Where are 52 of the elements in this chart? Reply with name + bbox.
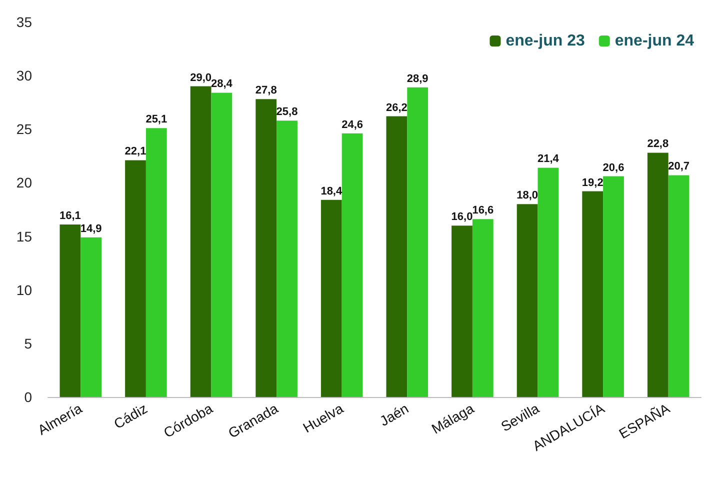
legend-label: ene-jun 23 [506, 32, 585, 50]
data-label: 27,8 [255, 84, 277, 97]
y-tick-label: 35 [16, 14, 32, 30]
data-label: 22,1 [124, 146, 146, 158]
y-tick-label: 25 [16, 121, 32, 138]
bar [516, 204, 538, 397]
data-label: 18,0 [516, 190, 538, 202]
data-label: 26,2 [386, 102, 408, 114]
y-tick-label: 10 [16, 282, 32, 298]
data-label: 25,1 [146, 114, 168, 126]
legend-label: ene-jun 24 [614, 32, 694, 50]
y-tick-label: 15 [16, 228, 32, 244]
bar [647, 152, 668, 397]
y-tick-label: 0 [24, 389, 32, 405]
y-tick-label: 30 [16, 68, 32, 84]
data-label: 28,9 [406, 72, 428, 85]
bar [386, 116, 408, 397]
bar [211, 92, 232, 397]
bar [407, 87, 428, 397]
bar [256, 99, 277, 397]
y-tick-label: 20 [16, 174, 32, 191]
data-label: 14,9 [80, 222, 102, 235]
data-label: 16,0 [451, 211, 473, 224]
bar [320, 200, 342, 397]
data-label: 24,6 [342, 118, 364, 131]
data-label: 28,4 [210, 78, 234, 90]
data-label: 25,8 [276, 106, 298, 118]
data-label: 29,0 [190, 72, 212, 84]
bar [603, 176, 624, 397]
bar [582, 191, 604, 397]
data-label: 16,6 [472, 204, 494, 217]
bar [125, 160, 146, 397]
bar [80, 237, 102, 397]
bar [668, 175, 690, 397]
bar [276, 120, 298, 397]
data-label: 20,6 [602, 162, 624, 174]
bar [452, 226, 472, 397]
bar [60, 224, 81, 397]
data-label: 19,2 [582, 176, 604, 189]
data-label: 22,8 [647, 138, 669, 150]
data-label: 20,7 [668, 160, 690, 173]
bar [472, 219, 494, 397]
data-label: 18,4 [320, 185, 343, 198]
data-label: 21,4 [537, 153, 560, 166]
x-tick-label: Cádiz [110, 400, 150, 432]
bar [146, 128, 167, 397]
bar [190, 86, 212, 397]
data-label: 16,1 [59, 210, 81, 222]
bar [342, 133, 363, 397]
bar [538, 168, 559, 397]
y-tick-label: 5 [24, 335, 32, 352]
x-tick-label: Jaén [376, 400, 412, 430]
